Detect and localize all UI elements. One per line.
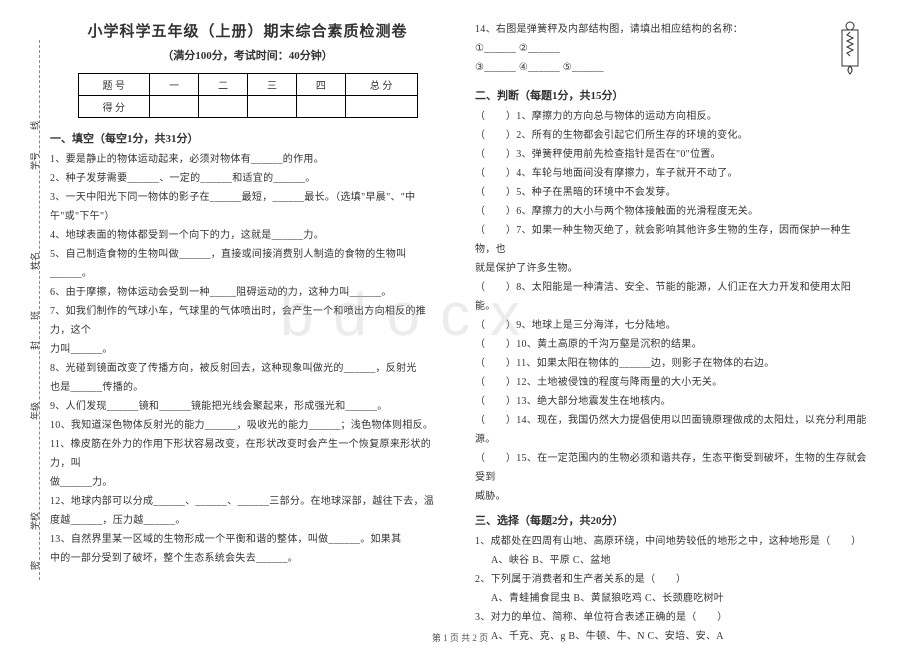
s2-i10: （ ）10、黄土高原的千沟万壑是沉积的结果。: [475, 335, 870, 354]
q1-12b: 度越______，压力越______。: [50, 511, 445, 530]
binding-margin: 密 学校 年级 封 班 姓名 学号 线: [10, 40, 40, 580]
q1-2: 2、种子发芽需要______、一定的______和适宜的______。: [50, 169, 445, 188]
s2-i14: （ ）14、现在，我国仍然大力提倡使用以凹面镜原理做成的太阳灶，以充分利用能源。: [475, 411, 870, 449]
s2-i15: （ ）15、在一定范围内的生物必须和谐共存，生态平衡受到破坏，生物的生存就会受到: [475, 449, 870, 487]
q1-5: 5、自己制造食物的生物叫做______，直接或间接消费别人制造的食物的生物叫__…: [50, 245, 445, 283]
score-cell-3[interactable]: [247, 96, 296, 118]
score-cell-total[interactable]: [345, 96, 417, 118]
s2-i3: （ ）4、车轮与地面间没有摩擦力，车子就开不动了。: [475, 164, 870, 183]
s3-q2o: A、青蛙捕食昆虫 B、黄鼠狼吃鸡 C、长颈鹿吃树叶: [475, 589, 870, 608]
q1-13a: 13、自然界里某一区域的生物形成一个平衡和谐的整体，叫做______。如果其: [50, 530, 445, 549]
q1-10: 10、我知道深色物体反射光的能力______，吸收光的能力______；浅色物体…: [50, 416, 445, 435]
q14-l1: ①______ ②______: [475, 39, 870, 58]
s2-i6: （ ）7、如果一种生物灭绝了，就会影响其他许多生物的生存，因而保护一种生物，也: [475, 221, 870, 259]
q14-l2: ③______ ④______ ⑤______: [475, 58, 870, 77]
q1-13b: 中的一部分受到了破坏，整个生态系统会失去______。: [50, 549, 445, 568]
q14-text: 14、右图是弹簧秤及内部结构图，请填出相应结构的名称：: [475, 24, 743, 35]
score-table: 题 号 一 二 三 四 总 分 得 分: [78, 73, 418, 118]
spring-scale-diagram: [830, 20, 870, 80]
section2-header: 二、判断（每题1分，共15分）: [475, 87, 870, 103]
s2-i0: （ ）1、摩擦力的方向总与物体的运动方向相反。: [475, 107, 870, 126]
section3-header: 三、选择（每题2分，共20分）: [475, 512, 870, 528]
q1-4: 4、地球表面的物体都受到一个向下的力，这就是______力。: [50, 226, 445, 245]
q1-1: 1、要是静止的物体运动起来，必须对物体有______的作用。: [50, 150, 445, 169]
score-header-row: 题 号 一 二 三 四 总 分: [78, 74, 417, 96]
score-cell-2[interactable]: [199, 96, 248, 118]
q1-9: 9、人们发现______镜和______镜能把光线会聚起来，形成强光和_____…: [50, 397, 445, 416]
page-container: 小学科学五年级（上册）期末综合素质检测卷 （满分100分，考试时间：40分钟） …: [0, 0, 920, 620]
score-cell-1[interactable]: [150, 96, 199, 118]
th-label: 题 号: [78, 74, 150, 96]
s3-q1o: A、峡谷 B、平原 C、盆地: [475, 551, 870, 570]
s2-i8: （ ）8、太阳能是一种清洁、安全、节能的能源，人们正在大力开发和使用太阳能。: [475, 278, 870, 316]
q1-14: 14、右图是弹簧秤及内部结构图，请填出相应结构的名称：: [475, 20, 870, 39]
s2-i2: （ ）3、弹簧秤使用前先检查指针是否在"0"位置。: [475, 145, 870, 164]
s3-q2: 2、下列属于消费者和生产者关系的是（ ）: [475, 570, 870, 589]
s2-i1: （ ）2、所有的生物都会引起它们所生存的环境的变化。: [475, 126, 870, 145]
binding-seal: 密: [28, 561, 41, 570]
s2-i12: （ ）12、土地被侵蚀的程度与降雨量的大小无关。: [475, 373, 870, 392]
binding-number: 学号: [28, 152, 41, 170]
score-value-row: 得 分: [78, 96, 417, 118]
q1-11a: 11、橡皮筋在外力的作用下形状容易改变，在形状改变时会产生一个恢复原来形状的力，…: [50, 435, 445, 473]
binding-school: 学校: [28, 512, 41, 530]
exam-title: 小学科学五年级（上册）期末综合素质检测卷: [50, 20, 445, 41]
th-1: 一: [150, 74, 199, 96]
q1-8b: 也是______传播的。: [50, 378, 445, 397]
left-column: 小学科学五年级（上册）期末综合素质检测卷 （满分100分，考试时间：40分钟） …: [50, 20, 460, 605]
s2-i4: （ ）5、种子在黑暗的环境中不会发芽。: [475, 183, 870, 202]
page-footer: 第 1 页 共 2 页: [0, 631, 920, 644]
score-label: 得 分: [78, 96, 150, 118]
exam-subtitle: （满分100分，考试时间：40分钟）: [50, 47, 445, 63]
q1-6: 6、由于摩擦，物体运动会受到一种_____阻碍运动的力，这种力叫______。: [50, 283, 445, 302]
s3-q3: 3、对力的单位、简称、单位符合表述正确的是（ ）: [475, 608, 870, 627]
q1-7: 7、如我们制作的气球小车，气球里的气体喷出时，会产生一个和喷出方向相反的推力，这…: [50, 302, 445, 340]
q1-11b: 做______力。: [50, 473, 445, 492]
q1-12a: 12、地球内部可以分成______、______、______三部分。在地球深部…: [50, 492, 445, 511]
binding-fold: 封: [28, 341, 41, 350]
s2-i7: 就是保护了许多生物。: [475, 259, 870, 278]
binding-class: 班: [28, 311, 41, 320]
q1-3a: 3、一天中阳光下同一物体的影子在______最短，______最长。（选填"早晨…: [50, 188, 445, 207]
th-4: 四: [296, 74, 345, 96]
s3-q1: 1、成都处在四周有山地、高原环绕，中间地势较低的地形之中，这种地形是（ ）: [475, 532, 870, 551]
s2-i5: （ ）6、摩擦力的大小与两个物体接触面的光滑程度无关。: [475, 202, 870, 221]
th-total: 总 分: [345, 74, 417, 96]
th-3: 三: [247, 74, 296, 96]
s2-i13: （ ）13、绝大部分地震发生在地核内。: [475, 392, 870, 411]
th-2: 二: [199, 74, 248, 96]
q1-7b: 力叫______。: [50, 340, 445, 359]
s2-i16: 威胁。: [475, 487, 870, 506]
score-cell-4[interactable]: [296, 96, 345, 118]
section1-header: 一、填空（每空1分，共31分）: [50, 130, 445, 146]
q1-3b: 午"或"下午"）: [50, 207, 445, 226]
binding-grade: 年级: [28, 402, 41, 420]
right-column: 14、右图是弹簧秤及内部结构图，请填出相应结构的名称： ①______ ②___…: [460, 20, 870, 605]
binding-line: 线: [28, 121, 41, 130]
binding-name: 姓名: [28, 252, 41, 270]
s2-i11: （ ）11、如果太阳在物体的______边，则影子在物体的右边。: [475, 354, 870, 373]
s2-i9: （ ）9、地球上是三分海洋，七分陆地。: [475, 316, 870, 335]
q1-8a: 8、光碰到镜面改变了传播方向，被反射回去，这种现象叫做光的______，反射光: [50, 359, 445, 378]
